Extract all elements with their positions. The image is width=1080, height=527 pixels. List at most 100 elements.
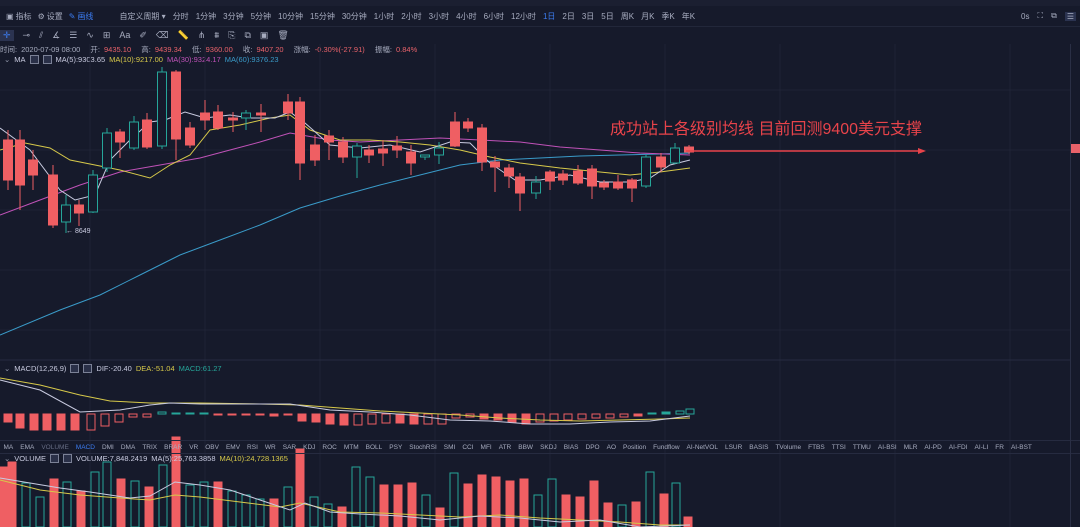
text-tool-icon[interactable]: Aa <box>119 30 131 40</box>
indicator-tab[interactable]: KDJ <box>303 443 316 451</box>
period-tab[interactable]: 1分钟 <box>195 11 217 21</box>
horizontal-line-tool-icon[interactable]: ⊸ <box>22 29 31 40</box>
indicator-tab[interactable]: FTBS <box>808 443 825 451</box>
eraser-tool-icon[interactable]: ⌫ <box>155 29 169 40</box>
close-icon[interactable] <box>83 364 93 373</box>
indicator-tab[interactable]: DPO <box>585 443 600 451</box>
collapse-chevron-icon[interactable]: ⌄ <box>4 454 11 463</box>
period-tab[interactable]: 3日 <box>581 11 595 21</box>
screenshot-tool-icon[interactable]: ⧉ <box>244 29 251 40</box>
period-tab[interactable]: 12小时 <box>511 11 536 21</box>
indicator-tab[interactable]: LSUR <box>724 443 743 451</box>
indicator-tab[interactable]: MLR <box>903 443 918 451</box>
indicator-tab[interactable]: VOLUME <box>41 443 69 451</box>
period-tab-1d[interactable]: 1日 <box>542 11 556 21</box>
settings-icon[interactable] <box>29 55 39 64</box>
indicator-tab[interactable]: VR <box>189 443 199 451</box>
period-tab[interactable]: 分时 <box>172 11 189 21</box>
indicator-tab[interactable]: ATR <box>498 443 512 451</box>
angle-tool-icon[interactable]: ∡ <box>52 29 61 40</box>
indicator-tab[interactable]: SKDJ <box>540 443 557 451</box>
indicator-tab[interactable]: BRAR <box>164 443 183 451</box>
indicator-tab[interactable]: PSY <box>389 443 403 451</box>
indicator-tab[interactable]: Position <box>623 443 647 451</box>
period-tab[interactable]: 6小时 <box>483 11 505 21</box>
collapse-chevron-icon[interactable]: ⌄ <box>4 55 11 64</box>
period-tab[interactable]: 1小时 <box>373 11 395 21</box>
crosshair-tool-icon[interactable]: ✛ <box>0 29 14 41</box>
period-tab[interactable]: 5日 <box>601 11 614 21</box>
measure-tool-icon[interactable]: ⊞ <box>102 29 111 40</box>
indicator-tab[interactable]: BBW <box>518 443 534 451</box>
indicator-tab[interactable]: TVolume <box>775 443 802 451</box>
draw-button[interactable]: ✎ 画线 <box>68 11 94 21</box>
wave-tool-icon[interactable]: ∿ <box>86 29 94 40</box>
indicator-tab[interactable]: EMA <box>20 443 35 451</box>
brush-tool-icon[interactable]: ✐ <box>139 29 147 40</box>
indicator-tab[interactable]: DMA <box>120 443 136 451</box>
settings-icon[interactable] <box>49 454 59 463</box>
indicator-tab[interactable]: SMI <box>443 443 456 451</box>
settings-icon[interactable] <box>70 364 80 373</box>
period-tab[interactable]: 3小时 <box>428 11 450 21</box>
indicator-tab[interactable]: AI-LI <box>974 443 989 451</box>
period-tab[interactable]: 3分钟 <box>223 11 244 21</box>
indicator-tab[interactable]: BIAS <box>563 443 579 451</box>
period-tab[interactable]: 月K <box>641 11 655 21</box>
popout-icon[interactable]: ⧉ <box>1051 11 1057 20</box>
period-tab[interactable]: 30分钟 <box>341 11 367 21</box>
copy-tool-icon[interactable]: ⎘ <box>228 29 236 40</box>
indicator-tab[interactable]: EMV <box>225 443 241 451</box>
settings-button[interactable]: ⚙ 设置 <box>37 11 63 21</box>
fullscreen-icon[interactable]: ⛶ <box>1037 11 1044 20</box>
indicator-tab[interactable]: SAR <box>282 443 297 451</box>
indicator-tab[interactable]: WR <box>264 443 276 451</box>
collapse-chevron-icon[interactable]: ⌄ <box>4 364 11 373</box>
indicator-tab[interactable]: CCI <box>462 443 474 451</box>
indicator-tab[interactable]: TRIX <box>142 443 158 451</box>
period-tab[interactable]: 10分钟 <box>278 11 303 21</box>
period-tab[interactable]: 2日 <box>562 11 575 21</box>
indicator-tab[interactable]: StochRSI <box>409 443 437 451</box>
indicator-tab[interactable]: DMI <box>101 443 114 451</box>
indicator-tab[interactable]: MACD <box>75 443 95 451</box>
menu-icon[interactable]: ☰ <box>1064 11 1076 21</box>
indicator-tab[interactable]: TTMU <box>852 443 871 451</box>
indicator-button[interactable]: ▣ 指标 <box>6 11 32 21</box>
image-tool-icon[interactable]: ▣ <box>259 29 269 40</box>
indicator-tab[interactable]: AI-FDI <box>948 443 968 451</box>
price-axis[interactable] <box>1070 44 1080 527</box>
period-tab[interactable]: 2小时 <box>401 11 422 21</box>
custom-period-dropdown[interactable]: 自定义周期 ▾ <box>119 11 166 21</box>
lock-tool-icon[interactable]: ⩩ <box>214 29 220 40</box>
indicator-tab[interactable]: MFI <box>480 443 492 451</box>
indicator-tab[interactable]: AI-BST <box>1010 443 1032 451</box>
indicator-tab[interactable]: AI-NetVOL <box>686 443 718 451</box>
close-icon[interactable] <box>62 454 72 463</box>
period-tab[interactable]: 4小时 <box>456 11 477 21</box>
period-tab[interactable]: 年K <box>681 11 696 21</box>
indicator-tab[interactable]: OBV <box>205 443 219 451</box>
indicator-tab[interactable]: FR <box>995 443 1004 451</box>
indicator-tab[interactable]: ROC <box>322 443 337 451</box>
indicator-tab[interactable]: AO <box>606 443 617 451</box>
magnet-tool-icon[interactable]: ⋔ <box>197 29 206 40</box>
indicator-tab[interactable]: TTSI <box>831 443 846 451</box>
indicator-tab[interactable]: AI-BSI <box>877 443 897 451</box>
period-tab[interactable]: 季K <box>661 11 675 21</box>
indicator-tab[interactable]: BOLL <box>365 443 383 451</box>
ruler-tool-icon[interactable]: 📏 <box>177 29 189 40</box>
indicator-tab[interactable]: AI-PD <box>924 443 942 451</box>
indicator-tab[interactable]: MTM <box>343 443 359 451</box>
indicator-tab[interactable]: MA <box>3 443 14 451</box>
indicator-tab[interactable]: Fundflow <box>653 443 680 451</box>
close-icon[interactable] <box>42 55 52 64</box>
indicator-tab[interactable]: RSI <box>247 443 258 451</box>
indicator-tab[interactable]: BASIS <box>749 443 769 451</box>
period-tab[interactable]: 周K <box>620 11 635 21</box>
trash-icon[interactable]: 🗑 <box>277 29 289 40</box>
fib-lines-tool-icon[interactable]: ☰ <box>69 29 78 40</box>
period-tab[interactable]: 5分钟 <box>250 11 272 21</box>
parallel-lines-tool-icon[interactable]: ⫽ <box>39 29 44 40</box>
